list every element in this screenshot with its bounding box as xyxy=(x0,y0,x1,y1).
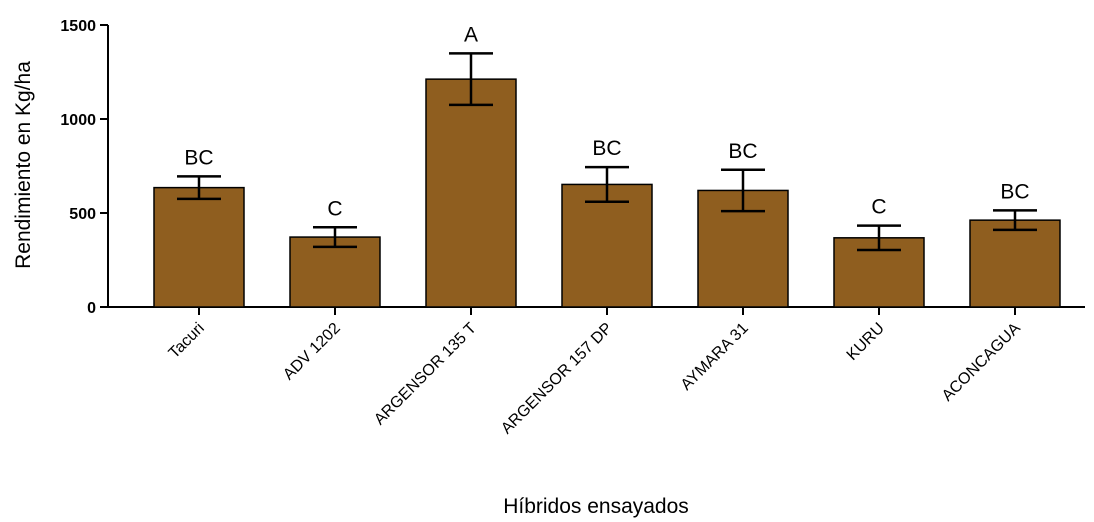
significance-label: BC xyxy=(592,137,621,160)
y-tick-label: 1000 xyxy=(60,112,96,129)
significance-label: BC xyxy=(1000,180,1029,203)
category-label: ACONCAGUA xyxy=(939,320,1024,405)
category-label: AYMARA 31 xyxy=(678,320,752,394)
error-bars xyxy=(177,52,1037,252)
category-label: Tacuri xyxy=(166,320,208,362)
bar xyxy=(289,236,381,308)
y-axis-title: Rendimiento en Kg/ha xyxy=(12,61,35,269)
y-axis: 0 500 1000 1500 xyxy=(60,18,109,317)
bar xyxy=(561,183,653,308)
bar xyxy=(425,78,517,308)
bar xyxy=(969,219,1061,308)
bars xyxy=(153,78,1061,308)
y-tick-label: 0 xyxy=(87,300,96,317)
category-label: ARGENSOR 157 DP xyxy=(498,320,616,438)
bar xyxy=(833,237,925,308)
significance-label: BC xyxy=(728,140,757,163)
category-label: ARGENSOR 135 T xyxy=(371,320,480,429)
significance-label: C xyxy=(327,197,342,220)
category-labels: Tacuri ADV 1202 ARGENSOR 135 T ARGENSOR 157… xyxy=(166,320,1024,438)
category-label: KURU xyxy=(844,320,888,364)
category-label: ADV 1202 xyxy=(280,320,344,384)
bar xyxy=(153,186,245,308)
significance-label: BC xyxy=(184,146,213,169)
significance-label: A xyxy=(464,23,478,46)
significance-labels: BC C A BC BC C BC xyxy=(184,23,1029,220)
y-tick-label: 1500 xyxy=(60,18,96,35)
significance-label: C xyxy=(871,196,886,219)
y-tick-label: 500 xyxy=(69,206,96,223)
x-axis xyxy=(108,306,1085,315)
x-axis-title: Híbridos ensayados xyxy=(503,495,689,518)
